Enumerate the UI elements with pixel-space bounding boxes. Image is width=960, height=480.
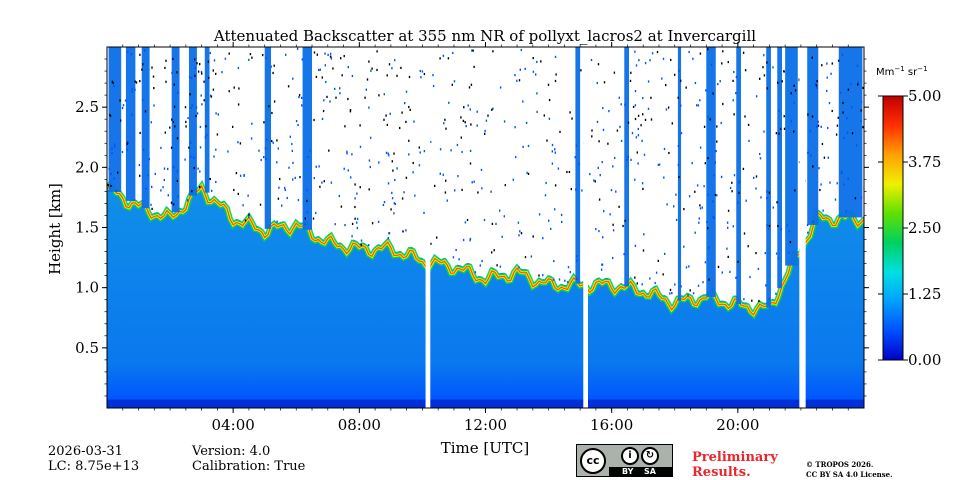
y-tick-label: 2.0 [75,158,99,176]
x-axis: 04:00 08:00 12:00 16:00 20:00 [122,42,849,434]
cloud-streak [838,47,863,218]
cloud-streak [108,47,122,192]
y-axis-label: Height [km] [46,183,64,275]
y-tick-label: 2.5 [75,98,99,116]
cloud-streak [302,47,313,230]
data-gap [583,47,589,408]
footer-date: 2026-03-31 [48,444,123,459]
footer-calibration: Calibration: True [192,459,306,474]
cc-icon: cc [580,448,606,474]
colorbar-tick-label: 0.00 [908,351,941,369]
preliminary-line-2: Results. [692,465,751,480]
chart-title: Attenuated Backscatter at 355 nm NR of p… [213,27,756,45]
footer-lc: LC: 8.75e+13 [48,459,140,474]
colorbar-ticks: 0.00 1.25 2.50 3.75 5.00 [878,87,941,369]
y-axis: 0.5 1.0 1.5 2.0 2.5 [75,58,869,397]
x-tick-label: 04:00 [212,416,255,434]
cc-sa-label: SA [644,467,656,476]
colorbar-tick-label: 3.75 [908,153,941,171]
cloud-streak [807,47,819,225]
cloud-streak [264,47,272,229]
cloud-streak [766,47,771,308]
boundary-layer-region [107,181,864,408]
y-tick-label: 1.0 [75,279,99,297]
cloud-streak [189,47,197,196]
data-gap [425,47,431,408]
copyright-line-2: CC BY SA 4.0 License. [806,470,893,479]
cloud-streak [785,47,798,266]
x-tick-label: 08:00 [338,416,381,434]
cloud-streak [141,47,150,209]
cc-by-label: BY [622,467,634,476]
colorbar-tick-label: 1.25 [908,285,941,303]
near-ground-signal [107,399,864,408]
cloud-streak [736,47,741,305]
preliminary-results: Preliminary Results. [692,450,778,480]
y-tick-label: 0.5 [75,339,99,357]
colorbar-tick-label: 5.00 [908,87,941,105]
cloud-streak [706,47,716,297]
preliminary-line-1: Preliminary [692,450,778,465]
copyright-line-1: © TROPOS 2026. [806,460,874,469]
colorbar-tick-label: 2.50 [908,219,941,237]
colorbar [882,95,904,361]
x-tick-label: 20:00 [716,416,759,434]
cloud-streak [677,47,682,301]
cloud-streak [777,47,782,289]
sa-share-icon: ↻ [641,447,659,465]
cloud-streak [204,47,210,193]
heatmap-area [107,47,864,408]
y-tick-label: 1.5 [75,219,99,237]
noise-speckles [107,47,864,303]
cloud-streak [125,47,136,201]
x-tick-label: 12:00 [464,416,507,434]
cc-label-strip [609,467,672,476]
footer-version: Version: 4.0 [192,444,271,459]
colorbar-unit: Mm−1 sr−1 [876,65,928,78]
copyright-notice: © TROPOS 2026. CC BY SA 4.0 License. [806,460,893,480]
cloud-streak [171,47,180,213]
x-axis-label: Time [UTC] [441,439,530,457]
by-person-icon: i [621,447,639,465]
cloud-streak [624,47,630,287]
cc-license-badge: cc i ↻ BY SA [576,444,673,477]
cloud-streak [575,47,581,284]
x-tick-label: 16:00 [590,416,633,434]
data-gap [799,47,806,408]
